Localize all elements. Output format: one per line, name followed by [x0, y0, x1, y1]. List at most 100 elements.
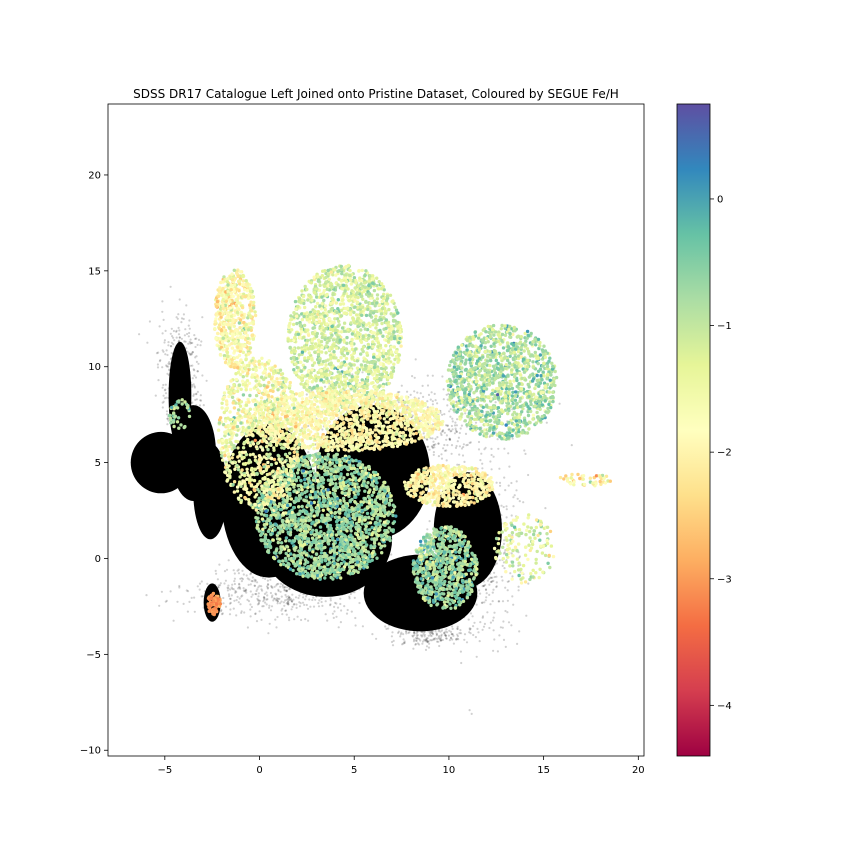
background-point: [433, 392, 436, 395]
background-point: [335, 602, 338, 605]
background-point: [249, 603, 252, 606]
background-point: [279, 572, 282, 575]
background-point: [474, 636, 477, 639]
background-point: [487, 505, 490, 508]
feh-point: [551, 395, 555, 400]
background-point: [408, 472, 411, 475]
background-point: [301, 585, 304, 588]
background-point: [183, 340, 186, 343]
background-point: [414, 643, 417, 646]
background-point: [451, 638, 454, 641]
background-point: [172, 329, 175, 333]
background-point: [242, 589, 245, 592]
background-point: [264, 601, 267, 604]
feh-point: [339, 279, 343, 283]
feh-point: [394, 349, 399, 354]
background-point: [300, 590, 303, 593]
background-point: [429, 630, 432, 633]
feh-point: [467, 411, 471, 416]
background-point: [276, 583, 279, 586]
feh-point: [484, 419, 488, 423]
background-point: [257, 602, 260, 605]
feh-point: [373, 320, 377, 324]
background-point: [450, 632, 454, 636]
feh-point: [287, 324, 291, 328]
feh-point: [329, 355, 333, 360]
background-point: [161, 332, 164, 335]
background-point: [183, 355, 187, 358]
background-point: [427, 619, 430, 622]
feh-point: [463, 361, 468, 365]
background-point: [202, 606, 205, 609]
background-point: [504, 489, 507, 492]
background-point: [300, 583, 303, 587]
background-point: [185, 365, 188, 368]
background-point: [489, 546, 492, 550]
background-point: [403, 641, 406, 644]
feh-point: [531, 365, 535, 369]
background-point: [425, 645, 429, 648]
background-point: [286, 602, 289, 605]
background-point: [495, 581, 498, 584]
background-point: [184, 362, 187, 365]
background-point: [312, 605, 316, 608]
background-point: [415, 639, 418, 643]
background-point: [483, 537, 486, 540]
background-point: [319, 585, 323, 588]
background-point: [476, 522, 479, 525]
background-point: [489, 603, 492, 606]
background-point: [339, 602, 342, 606]
background-point: [508, 465, 511, 468]
feh-point: [379, 312, 384, 316]
feh-point: [375, 293, 380, 297]
feh-point: [288, 345, 292, 350]
background-point: [194, 356, 197, 359]
background-point: [481, 467, 484, 470]
background-point: [446, 631, 449, 634]
background-point: [387, 620, 390, 623]
background-point: [398, 390, 401, 394]
feh-point: [359, 328, 363, 332]
feh-point: [510, 368, 514, 372]
feh-point: [319, 386, 324, 391]
background-point: [172, 428, 175, 431]
feh-point: [290, 328, 294, 332]
background-point: [426, 374, 429, 377]
feh-point: [504, 423, 508, 427]
background-point: [295, 585, 298, 589]
background-point: [158, 325, 161, 328]
feh-point: [349, 294, 353, 298]
background-point: [475, 603, 478, 606]
feh-point: [352, 386, 356, 390]
background-point: [271, 594, 274, 597]
feh-point: [384, 330, 388, 334]
background-point: [427, 640, 430, 643]
background-point: [187, 389, 190, 392]
background-point: [285, 590, 288, 593]
feh-point: [333, 317, 337, 321]
feh-point: [367, 333, 371, 338]
background-point: [466, 443, 469, 446]
background-point: [239, 577, 242, 580]
feh-point: [356, 369, 361, 374]
background-point: [175, 361, 178, 364]
background-point: [507, 452, 510, 455]
background-point: [295, 603, 298, 606]
background-point: [177, 374, 180, 377]
background-point: [479, 577, 482, 580]
background-point: [471, 615, 474, 618]
background-point: [488, 435, 491, 438]
background-point: [452, 507, 455, 510]
background-point: [282, 601, 285, 604]
background-point: [516, 497, 519, 500]
feh-point: [545, 364, 550, 369]
background-point: [512, 505, 515, 508]
background-point: [182, 602, 185, 606]
background-point: [252, 569, 255, 572]
background-point: [420, 630, 423, 633]
background-point: [458, 632, 461, 635]
background-point: [314, 598, 317, 601]
background-point: [414, 639, 418, 642]
feh-point: [492, 348, 496, 353]
background-point: [257, 599, 260, 602]
